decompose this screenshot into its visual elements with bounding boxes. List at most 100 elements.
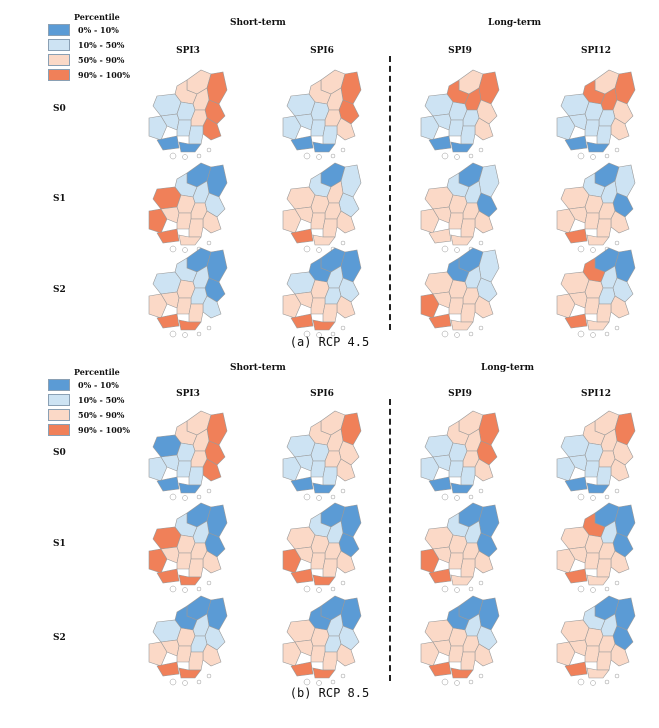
map-region	[188, 125, 204, 145]
map-region	[322, 466, 338, 486]
map-region	[584, 212, 600, 230]
map-island	[330, 494, 336, 500]
map-region	[614, 504, 636, 538]
map-island	[316, 332, 322, 338]
map-region	[428, 568, 452, 584]
group-label-long-term: Long-term	[481, 363, 535, 373]
map-region	[478, 249, 500, 283]
map-region	[586, 667, 610, 679]
legend-label: 0% - 10%	[78, 380, 119, 390]
map-region	[286, 93, 316, 117]
map-region	[310, 645, 326, 663]
legend-swatch	[48, 409, 70, 421]
map-island	[577, 493, 585, 501]
map-region	[312, 319, 336, 331]
column-label-spi12: SPI12	[580, 46, 612, 56]
map-region	[564, 135, 588, 151]
map-region	[614, 597, 636, 631]
legend-swatch	[48, 394, 70, 406]
map-region	[310, 119, 326, 137]
map-region	[564, 661, 588, 677]
map-region	[322, 218, 338, 238]
map-island	[182, 495, 188, 501]
map-island	[478, 240, 484, 246]
column-label-spi9: SPI9	[448, 389, 472, 399]
group-label-short-term: Short-term	[230, 18, 286, 28]
map-island	[169, 678, 177, 686]
map-region	[420, 293, 440, 319]
choropleth-map	[556, 162, 636, 253]
map-region	[614, 71, 636, 105]
map-region	[156, 313, 180, 329]
map-region	[148, 456, 168, 482]
map-island	[303, 678, 311, 686]
column-label-spi6: SPI6	[310, 389, 334, 399]
map-region	[460, 218, 476, 238]
map-island	[577, 330, 585, 338]
map-region	[188, 651, 204, 671]
map-region	[286, 434, 316, 458]
map-island	[196, 679, 202, 685]
map-region	[584, 460, 600, 478]
map-island	[330, 679, 336, 685]
legend-item: 10% - 50%	[48, 394, 168, 407]
choropleth-map	[556, 595, 636, 686]
map-island	[206, 488, 212, 494]
column-label-spi3: SPI3	[176, 46, 200, 56]
choropleth-map	[282, 247, 362, 338]
legend-swatch	[48, 39, 70, 51]
map-region	[560, 619, 590, 643]
map-island	[468, 153, 474, 159]
map-region	[460, 651, 476, 671]
map-region	[176, 460, 192, 478]
map-island	[196, 331, 202, 337]
map-region	[448, 552, 464, 570]
map-island	[604, 679, 610, 685]
map-island	[303, 245, 311, 253]
choropleth-map	[556, 410, 636, 501]
map-region	[148, 293, 168, 319]
map-island	[169, 330, 177, 338]
map-region	[584, 119, 600, 137]
map-region	[460, 558, 476, 578]
map-region	[286, 526, 316, 550]
map-island	[206, 580, 212, 586]
map-island	[330, 586, 336, 592]
map-region	[152, 271, 182, 295]
map-island	[604, 494, 610, 500]
map-region	[478, 164, 500, 198]
legend-swatch	[48, 379, 70, 391]
map-region	[428, 476, 452, 492]
map-region	[310, 460, 326, 478]
map-region	[176, 297, 192, 315]
legend-title: Percentile	[74, 367, 120, 377]
map-region	[340, 164, 362, 198]
map-region	[448, 645, 464, 663]
map-island	[454, 154, 460, 160]
map-region	[478, 504, 500, 538]
map-island	[614, 580, 620, 586]
map-region	[290, 313, 314, 329]
choropleth-map	[420, 502, 500, 593]
row-label-s1: S1	[53, 539, 66, 549]
map-region	[178, 482, 202, 494]
choropleth-map	[282, 162, 362, 253]
map-region	[450, 319, 474, 331]
map-island	[441, 330, 449, 338]
map-region	[322, 303, 338, 323]
map-region	[448, 460, 464, 478]
panel-rcp45: Percentile 0% - 10% 10% - 50% 50% - 90% …	[0, 0, 659, 360]
map-island	[614, 147, 620, 153]
map-island	[604, 331, 610, 337]
map-region	[148, 115, 168, 141]
map-region	[556, 115, 576, 141]
short-long-divider	[389, 56, 391, 330]
map-region	[478, 71, 500, 105]
map-region	[560, 93, 590, 117]
map-region	[178, 319, 202, 331]
column-label-spi6: SPI6	[310, 46, 334, 56]
map-island	[182, 247, 188, 253]
map-island	[468, 331, 474, 337]
legend-item: 90% - 100%	[48, 69, 168, 82]
map-region	[290, 661, 314, 677]
